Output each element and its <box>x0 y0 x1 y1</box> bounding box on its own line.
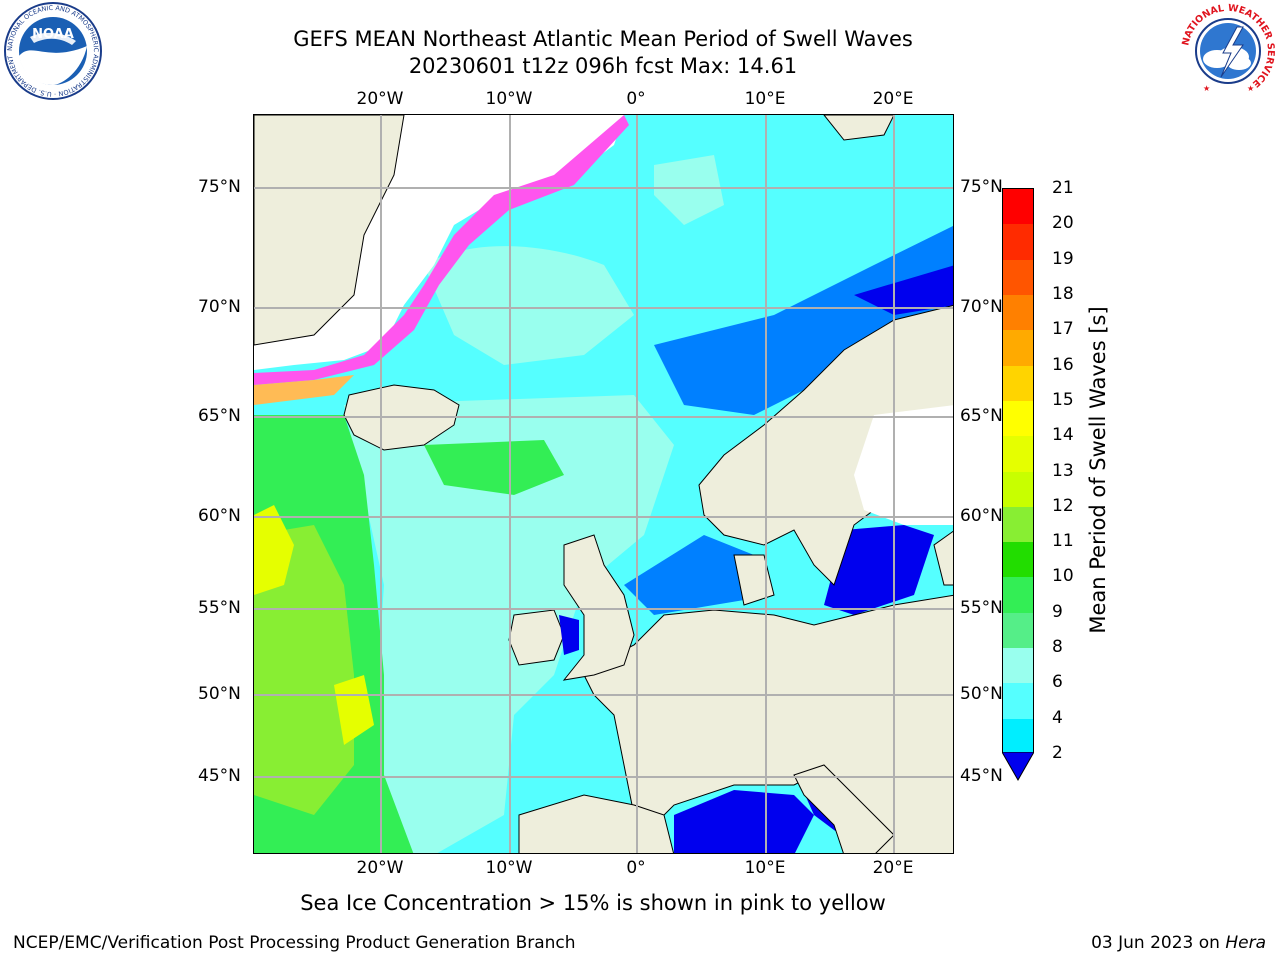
colorbar-title: Mean Period of Swell Waves [s] <box>1086 306 1110 634</box>
colorbar <box>1002 188 1034 755</box>
irish-sea <box>559 615 579 655</box>
lon-tick-top-0: 0° <box>626 89 646 109</box>
lat-tick-left-75n: 75°N <box>198 177 241 197</box>
lat-tick-right-55n: 55°N <box>960 598 1003 618</box>
colorbar-tick-label: 21 <box>1052 178 1074 198</box>
green-swell-patch-iceland <box>424 440 564 495</box>
shortest-swell-baltic <box>824 525 934 615</box>
colorbar-tick-label: 12 <box>1052 495 1074 516</box>
colorbar-tick-label: 17 <box>1052 319 1074 340</box>
colorbar-segment <box>1003 259 1033 296</box>
shortest-swell-mediterranean <box>674 790 814 853</box>
lon-tick-bottom-10w: 10°W <box>485 858 533 878</box>
colorbar-tick-label: 20 <box>1052 213 1074 234</box>
sea-ice-orange-edge <box>254 375 354 405</box>
sea-ice-note: Sea Ice Concentration > 15% is shown in … <box>300 891 886 915</box>
svalbard-land <box>823 115 895 141</box>
colorbar-tick-label: 14 <box>1052 425 1074 446</box>
colorbar-segment <box>1003 471 1033 508</box>
colorbar-extend-arrow <box>1002 752 1034 782</box>
production-host: Hera <box>1225 933 1266 953</box>
iberia-land <box>518 794 675 853</box>
ireland-land <box>508 609 565 666</box>
svg-text:★: ★ <box>1203 84 1210 93</box>
greenland-land <box>254 115 405 346</box>
svg-text:★: ★ <box>1247 84 1254 93</box>
colorbar-tick-label: 16 <box>1052 354 1074 375</box>
colorbar-tick-label: 9 <box>1052 601 1063 622</box>
lat-tick-right-45n: 45°N <box>960 766 1003 786</box>
colorbar-segment <box>1003 294 1033 331</box>
lat-tick-left-45n: 45°N <box>198 766 241 786</box>
lat-tick-right-50n: 50°N <box>960 684 1003 704</box>
colorbar-segment <box>1003 400 1033 437</box>
colorbar-segment <box>1003 224 1033 261</box>
colorbar-segment <box>1003 683 1033 720</box>
colorbar-tick-label: 11 <box>1052 531 1074 552</box>
producer-credit: NCEP/EMC/Verification Post Processing Pr… <box>13 933 576 953</box>
colorbar-segment <box>1003 648 1033 684</box>
yellow-swell-patch <box>254 505 294 595</box>
map-panel <box>253 114 954 854</box>
lat-tick-right-75n: 75°N <box>960 177 1003 197</box>
lat-tick-left-70n: 70°N <box>198 297 241 317</box>
lon-tick-top-10e: 10°E <box>744 89 786 109</box>
lon-tick-bottom-10e: 10°E <box>744 858 786 878</box>
yellow-swell-patch-2 <box>334 675 374 745</box>
light-swell-area-norwegian-sea <box>424 246 634 365</box>
graticule <box>254 115 953 853</box>
production-date: 03 Jun 2023 on Hera <box>1091 933 1266 953</box>
longer-swell-band <box>254 525 354 815</box>
colorbar-tick-label: 2 <box>1052 743 1063 763</box>
national-weather-service-logo: NATIONAL WEATHER SERVICE ★ ★ <box>1180 3 1276 99</box>
colorbar-segment <box>1003 365 1033 402</box>
lat-tick-left-55n: 55°N <box>198 598 241 618</box>
lon-tick-bottom-20w: 20°W <box>356 858 404 878</box>
map-title: GEFS MEAN Northeast Atlantic Mean Period… <box>293 27 913 51</box>
colorbar-tick-label: 18 <box>1052 283 1074 304</box>
map-subtitle: 20230601 t12z 096h fcst Max: 14.61 <box>408 54 798 78</box>
colorbar-segment <box>1003 506 1033 543</box>
italy-land <box>793 764 895 853</box>
colorbar-tick-label: 4 <box>1052 707 1063 728</box>
lon-tick-top-20w: 20°W <box>356 89 404 109</box>
lon-tick-bottom-20e: 20°E <box>872 858 914 878</box>
lat-tick-left-65n: 65°N <box>198 406 241 426</box>
colorbar-segment <box>1003 330 1033 367</box>
colorbar-segment <box>1003 612 1033 649</box>
lat-tick-left-60n: 60°N <box>198 506 241 526</box>
baltic-states-land <box>933 530 953 586</box>
lat-tick-right-60n: 60°N <box>960 506 1003 526</box>
lon-tick-top-10w: 10°W <box>485 89 533 109</box>
colorbar-segment <box>1003 577 1033 614</box>
lat-tick-right-65n: 65°N <box>960 406 1003 426</box>
denmark-land <box>733 554 775 606</box>
colorbar-segment <box>1003 189 1033 225</box>
colorbar-segment <box>1003 542 1033 578</box>
lat-tick-right-70n: 70°N <box>960 297 1003 317</box>
light-swell-area-north <box>654 155 724 225</box>
short-swell-norwegian-coast <box>654 225 953 415</box>
gulf-of-bothnia <box>854 405 953 525</box>
colorbar-tick-label: 13 <box>1052 460 1074 481</box>
noaa-wordmark: NOAA <box>32 27 74 42</box>
sea-ice-pink-edge <box>254 115 629 385</box>
colorbar-tick-label: 15 <box>1052 389 1074 410</box>
colorbar-tick-label: 19 <box>1052 248 1074 269</box>
colorbar-tick-label: 8 <box>1052 637 1063 658</box>
shortest-swell-barents <box>854 265 953 315</box>
lat-tick-left-50n: 50°N <box>198 684 241 704</box>
production-date-text: 03 Jun 2023 on <box>1091 933 1226 953</box>
lon-tick-top-20e: 20°E <box>872 89 914 109</box>
colorbar-segment <box>1003 718 1033 755</box>
colorbar-tick-label: 6 <box>1052 672 1063 693</box>
colorbar-tick-label: 10 <box>1052 566 1074 587</box>
colorbar-segment <box>1003 436 1033 472</box>
lon-tick-bottom-0: 0° <box>626 858 646 878</box>
noaa-logo: NATIONAL OCEANIC AND ATMOSPHERIC ADMINIS… <box>2 1 102 100</box>
swell-period-map <box>254 115 953 853</box>
